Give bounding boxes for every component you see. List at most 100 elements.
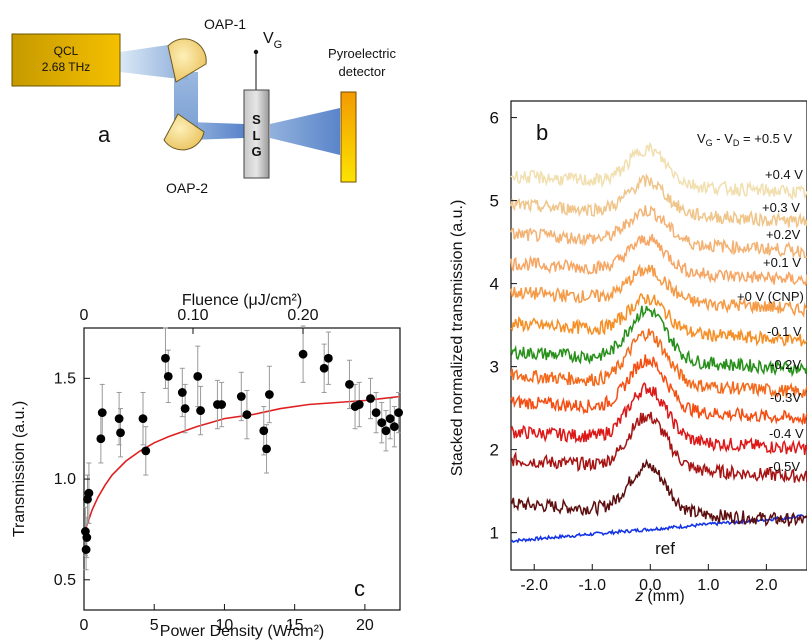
panel-b-x-ticks: -2.0 -1.0 0.0 1.0 2.0 bbox=[520, 564, 778, 594]
y-tick-label: 4 bbox=[490, 275, 499, 294]
trace-series bbox=[510, 263, 807, 318]
y-tick-label: 0.5 bbox=[54, 572, 76, 589]
panel-b-plot-frame bbox=[510, 100, 807, 571]
series-label: -0.5V bbox=[769, 459, 800, 474]
slg-letter-s: S bbox=[252, 112, 261, 127]
trace-series bbox=[510, 305, 807, 378]
trace-series bbox=[510, 141, 807, 201]
top-tick-label: 0 bbox=[80, 307, 89, 324]
detector-label-line1: Pyroelectric bbox=[328, 46, 396, 61]
data-point bbox=[138, 414, 148, 424]
trace-series bbox=[510, 173, 807, 229]
beam-oap1-to-oap2 bbox=[174, 72, 198, 128]
data-point bbox=[377, 418, 387, 428]
trace-series bbox=[510, 382, 807, 455]
beam-slg-to-detector bbox=[270, 108, 340, 155]
trace-series bbox=[510, 328, 807, 399]
panel-c-fit bbox=[83, 395, 401, 532]
series-label: -0.4 V bbox=[769, 426, 804, 441]
gate-terminal bbox=[253, 49, 259, 55]
panel-b-y-ticks: 1 2 3 4 5 6 bbox=[490, 109, 517, 543]
data-point bbox=[366, 394, 375, 403]
data-point bbox=[371, 408, 381, 417]
x-tick-label: 20 bbox=[356, 617, 374, 634]
panel-c-top-xlabel: Fluence (μJ/cm²) bbox=[182, 292, 302, 309]
data-point bbox=[161, 353, 170, 363]
data-point bbox=[259, 426, 269, 436]
y-tick-label: 5 bbox=[490, 192, 499, 211]
oap1-label: OAP-1 bbox=[204, 16, 246, 32]
panel-c-chart: 0 5 10 15 20 0.5 1.0 1.5 0 0.10 0.20 Power Densi… bbox=[11, 292, 403, 640]
series-label-part: G bbox=[706, 138, 713, 148]
data-point bbox=[319, 363, 329, 373]
data-point bbox=[180, 404, 190, 413]
data-point bbox=[82, 533, 92, 542]
series-label-part: - V bbox=[713, 131, 734, 146]
trace-series bbox=[510, 354, 807, 426]
data-point bbox=[236, 392, 246, 401]
trace-ref bbox=[510, 514, 807, 544]
trace-series bbox=[510, 458, 807, 527]
y-tick-label: 1.0 bbox=[54, 471, 76, 488]
panel-b-xlabel-unit: (mm) bbox=[647, 588, 684, 605]
x-tick-label: -2.0 bbox=[520, 577, 548, 594]
series-label-part: V bbox=[697, 131, 706, 146]
x-tick-label: 2.0 bbox=[755, 577, 777, 594]
panel-b-xlabel-var: z bbox=[634, 588, 643, 605]
data-point bbox=[262, 444, 271, 454]
data-point bbox=[114, 414, 124, 424]
data-point bbox=[116, 428, 125, 438]
data-point bbox=[354, 400, 364, 409]
panel-c-ylabel: Transmission (a.u.) bbox=[11, 401, 28, 537]
data-point bbox=[141, 446, 151, 456]
data-point bbox=[389, 422, 399, 432]
data-point bbox=[264, 390, 274, 399]
data-point bbox=[97, 408, 107, 417]
series-label: VG - VD = +0.5 V bbox=[697, 131, 793, 148]
panel-c-xlabel: Power Density (W/cm²) bbox=[160, 623, 324, 640]
x-tick-label: 0 bbox=[80, 617, 89, 634]
qcl-label: QCL bbox=[54, 44, 79, 58]
data-point bbox=[84, 488, 94, 498]
trace-series bbox=[510, 293, 807, 347]
panel-b-series-labels: ref VG - VD = +0.5 V +0.4 V +0.3 V +0.2V +0.1… bbox=[655, 131, 804, 558]
panel-b-letter: b bbox=[536, 120, 548, 145]
trace-series bbox=[510, 205, 807, 259]
x-tick-label: 1.0 bbox=[697, 577, 719, 594]
series-label: +0.1 V bbox=[763, 255, 801, 270]
oap1-mirror bbox=[167, 38, 207, 83]
series-label-part: D bbox=[733, 138, 740, 148]
slg-letter-g: G bbox=[251, 144, 261, 159]
y-tick-label: 3 bbox=[490, 358, 499, 377]
y-tick-label: 1 bbox=[490, 524, 499, 543]
panel-a-diagram: QCL 2.68 THz OAP-1 OAP-2 a VG S L G Pyro… bbox=[11, 16, 396, 196]
panel-c-plot-frame bbox=[83, 327, 401, 611]
y-tick-label: 2 bbox=[490, 441, 499, 460]
oap2-label: OAP-2 bbox=[166, 180, 208, 196]
panel-b-ylabel: Stacked normalized transmission (a.u.) bbox=[449, 200, 466, 477]
x-tick-label: 15 bbox=[286, 617, 304, 634]
panel-c-points bbox=[81, 349, 403, 554]
y-tick-label: 6 bbox=[490, 109, 499, 128]
gate-voltage-label: VG bbox=[263, 30, 282, 51]
data-point bbox=[242, 410, 252, 420]
series-label: -0.2V bbox=[770, 357, 801, 372]
data-point bbox=[298, 349, 308, 359]
series-label: +0.2V bbox=[766, 227, 801, 242]
top-tick-label: 0.20 bbox=[287, 307, 318, 324]
x-tick-label: 10 bbox=[216, 617, 234, 634]
data-point bbox=[381, 426, 391, 436]
x-tick-label: -1.0 bbox=[578, 577, 606, 594]
y-tick-label: 1.5 bbox=[54, 370, 76, 387]
series-label: +0.4 V bbox=[765, 167, 803, 182]
series-label: +0.3 V bbox=[762, 200, 800, 215]
oap2-mirror bbox=[163, 113, 205, 151]
x-tick-label: 0.0 bbox=[639, 577, 661, 594]
data-point bbox=[394, 408, 403, 417]
fit-curve bbox=[83, 395, 401, 532]
data-point bbox=[196, 406, 205, 415]
data-point bbox=[345, 380, 354, 389]
panel-c-top-ticks: 0 0.10 0.20 bbox=[80, 307, 319, 334]
data-point bbox=[81, 545, 91, 554]
